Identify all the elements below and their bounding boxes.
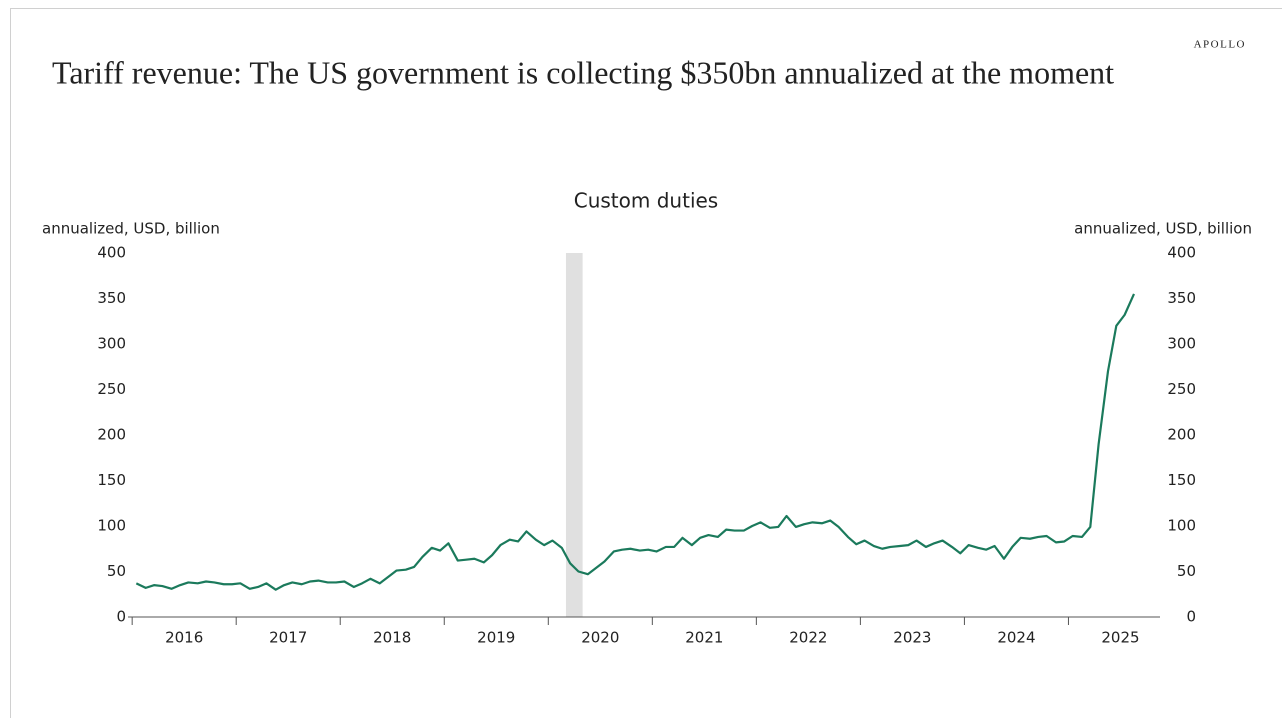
y-tick-label: 350 <box>97 289 126 307</box>
y2-tick-label: 250 <box>1167 380 1196 398</box>
y-tick-label: 150 <box>97 471 126 489</box>
y-tick-label: 0 <box>116 608 126 626</box>
y2-tick-label: 0 <box>1186 608 1196 626</box>
y2-tick-label: 350 <box>1167 289 1196 307</box>
x-tick-label: 2018 <box>373 629 411 647</box>
x-tick-label: 2022 <box>789 629 827 647</box>
y-tick-label: 400 <box>97 244 126 262</box>
recession-band <box>565 253 583 617</box>
x-tick-label: 2020 <box>581 629 619 647</box>
data-line <box>135 293 1135 591</box>
frame <box>10 8 1282 718</box>
y-tick-label: 250 <box>97 380 126 398</box>
y2-tick-label: 50 <box>1177 562 1196 580</box>
brand: APOLLO <box>1194 39 1246 51</box>
x-tick-label: 2023 <box>893 629 931 647</box>
x-tick-label: 2016 <box>165 629 203 647</box>
y2-tick-label: 100 <box>1167 517 1196 535</box>
x-tick-label: 2025 <box>1101 629 1139 647</box>
y2-tick-label: 300 <box>1167 335 1196 353</box>
y-tick-label: 100 <box>97 517 126 535</box>
y-tick-label: 200 <box>97 426 126 444</box>
y2-tick-label: 150 <box>1167 471 1196 489</box>
y2-axis-label: annualized, USD, billion <box>1074 220 1252 238</box>
headline: Tariff revenue: The US government is col… <box>52 54 1114 90</box>
x-tick-label: 2024 <box>997 629 1035 647</box>
y-tick-label: 50 <box>107 562 126 580</box>
y2-tick-label: 200 <box>1167 426 1196 444</box>
chart-title: Custom duties <box>574 189 718 213</box>
x-tick-label: 2017 <box>269 629 307 647</box>
x-tick-label: 2019 <box>477 629 515 647</box>
x-tick-label: 2021 <box>685 629 723 647</box>
y-tick-label: 300 <box>97 335 126 353</box>
y-axis-label: annualized, USD, billion <box>42 220 220 238</box>
y2-tick-label: 400 <box>1167 244 1196 262</box>
